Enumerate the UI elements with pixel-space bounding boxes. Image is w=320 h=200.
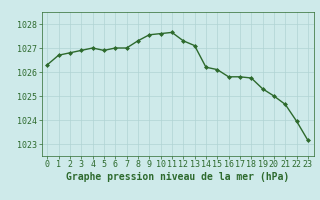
X-axis label: Graphe pression niveau de la mer (hPa): Graphe pression niveau de la mer (hPa) (66, 172, 289, 182)
